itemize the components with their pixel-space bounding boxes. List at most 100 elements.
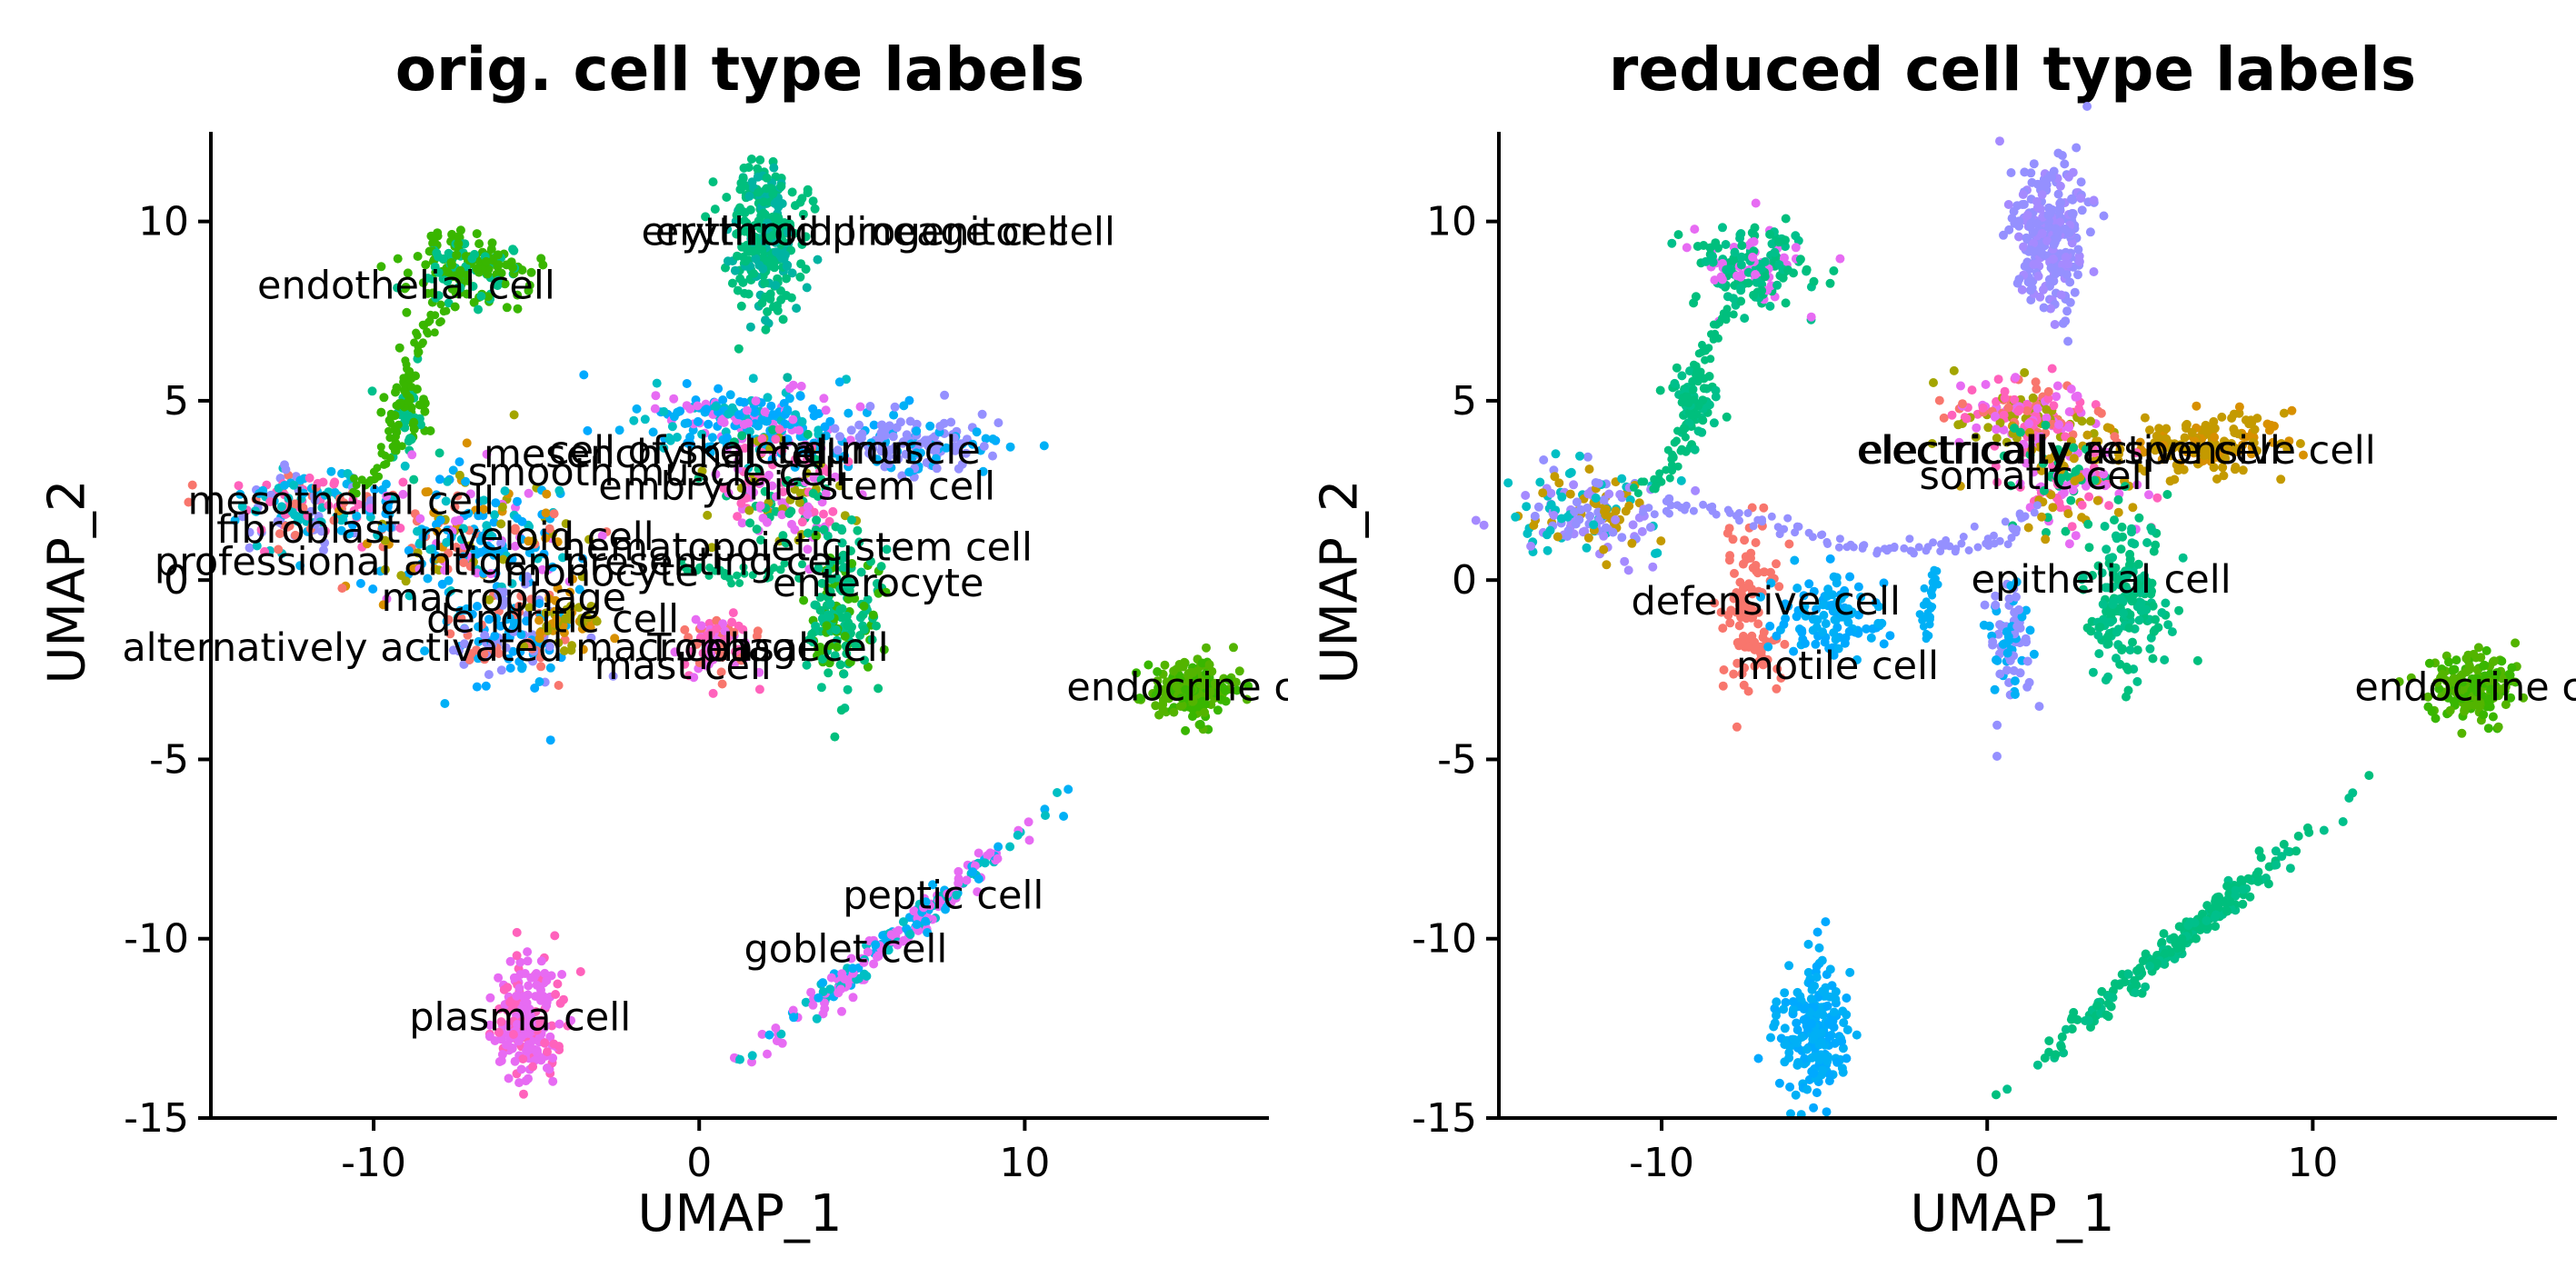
data-point <box>2100 522 2110 531</box>
data-point <box>2179 464 2189 474</box>
data-point <box>2154 424 2164 434</box>
data-point <box>795 272 805 282</box>
data-point <box>414 347 424 356</box>
data-point <box>401 283 411 292</box>
data-point <box>1583 452 1593 462</box>
data-point <box>2103 639 2113 649</box>
data-point <box>524 603 534 613</box>
data-point <box>886 930 896 940</box>
data-point <box>2012 278 2022 288</box>
data-point <box>578 644 588 654</box>
data-point <box>512 951 522 961</box>
data-point <box>2115 594 2125 604</box>
data-point <box>1972 423 1982 433</box>
data-point <box>2115 444 2125 454</box>
data-point <box>2036 248 2046 257</box>
data-point <box>1812 1028 1822 1038</box>
data-point <box>444 575 454 585</box>
data-point <box>1655 385 1665 395</box>
data-point <box>407 450 417 460</box>
data-point <box>1599 544 1609 554</box>
data-point <box>1665 474 1674 483</box>
data-point <box>1143 660 1153 670</box>
data-point <box>973 848 983 858</box>
data-point <box>2202 428 2212 438</box>
data-point <box>516 1064 526 1074</box>
data-point <box>814 993 824 1003</box>
data-point <box>803 429 813 439</box>
data-point <box>544 642 554 652</box>
data-point <box>2119 608 2129 618</box>
data-point <box>794 425 804 435</box>
data-point <box>1691 485 1701 495</box>
data-point <box>2009 206 2019 216</box>
data-point <box>2198 444 2208 454</box>
data-point <box>871 940 881 950</box>
data-point <box>485 1020 494 1030</box>
data-point <box>2344 794 2354 803</box>
data-point <box>2074 256 2084 266</box>
data-point <box>707 433 717 443</box>
data-point <box>409 417 419 427</box>
data-point <box>455 265 465 275</box>
data-point <box>2299 450 2308 460</box>
data-point <box>734 203 744 213</box>
data-point <box>421 260 431 270</box>
data-point <box>494 649 504 658</box>
data-point <box>777 510 787 520</box>
data-point <box>1839 1018 1849 1028</box>
data-point <box>522 572 532 582</box>
data-point <box>1645 523 1655 533</box>
data-point <box>440 565 450 575</box>
data-point <box>1041 811 1050 821</box>
data-point <box>840 553 850 563</box>
data-point <box>1990 441 2000 451</box>
data-point <box>2133 581 2143 590</box>
data-point <box>2002 648 2012 658</box>
data-point <box>2158 440 2168 450</box>
data-point <box>2151 445 2161 455</box>
data-point <box>2209 416 2219 426</box>
data-point <box>2132 480 2142 490</box>
cell-type-label: fibroblast <box>216 507 400 553</box>
data-point <box>545 735 555 745</box>
data-point <box>1866 633 1876 643</box>
data-point <box>1197 680 1207 690</box>
data-point <box>1766 578 1776 588</box>
data-point <box>2019 199 2029 209</box>
data-point <box>2069 1007 2079 1017</box>
data-point <box>1736 283 1746 293</box>
data-point <box>2441 675 2451 685</box>
data-point <box>785 494 795 504</box>
data-point <box>350 474 358 483</box>
cell-type-label: goblet cell <box>744 927 947 973</box>
data-point <box>1729 669 1739 679</box>
data-point <box>1699 500 1708 509</box>
data-point <box>740 216 749 225</box>
data-point <box>1553 532 1563 542</box>
data-point <box>1685 366 1694 376</box>
data-point <box>1689 506 1698 515</box>
data-point <box>448 645 458 655</box>
data-point <box>392 432 400 441</box>
data-point <box>774 202 784 212</box>
data-point <box>281 521 291 531</box>
data-point <box>500 279 510 289</box>
data-point <box>949 433 959 443</box>
data-point <box>535 628 545 638</box>
data-point <box>803 509 813 519</box>
data-point <box>2190 447 2200 457</box>
data-point <box>754 684 764 694</box>
data-point <box>245 543 255 553</box>
data-point <box>510 525 520 535</box>
data-point <box>586 602 596 611</box>
data-point <box>293 516 303 526</box>
data-point <box>1817 955 1827 965</box>
data-point <box>1684 399 1693 408</box>
data-point <box>2116 544 2126 554</box>
cluster-points <box>2394 638 2529 738</box>
data-point <box>771 280 781 290</box>
data-point <box>386 413 395 422</box>
data-point <box>541 608 551 618</box>
data-point <box>377 449 386 458</box>
